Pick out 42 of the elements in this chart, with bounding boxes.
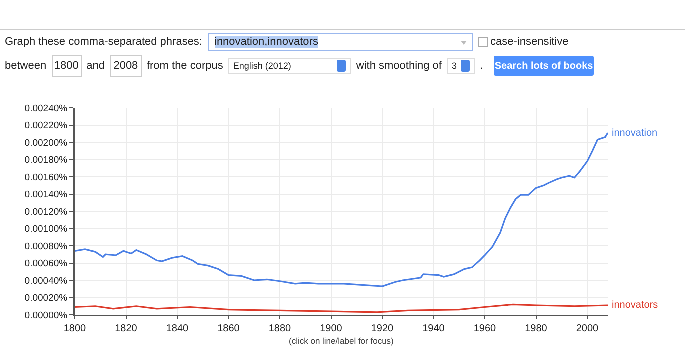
- y-tick-label: 0.00100%: [24, 224, 68, 236]
- y-tick-label: 0.00060%: [24, 258, 68, 270]
- x-tick-label: 1800: [64, 324, 87, 334]
- x-tick-label: 1900: [320, 324, 343, 334]
- text: .: [480, 60, 484, 72]
- text: and: [86, 60, 105, 72]
- select-box: 3: [446, 58, 475, 74]
- text: between: [5, 60, 47, 72]
- y-tick-label: 0.00240%: [24, 103, 68, 114]
- x-tick-label: 1940: [422, 324, 446, 334]
- x-tick-label: 1820: [115, 324, 138, 334]
- text: (click on line/label for focus): [289, 336, 394, 346]
- y-tick-label: 0.00160%: [24, 172, 68, 184]
- y-tick-label: 0.00080%: [24, 241, 68, 252]
- y-tick-label: 0.00180%: [24, 155, 68, 166]
- x-tick-label: 1860: [218, 324, 240, 334]
- line-series: [75, 304, 608, 314]
- select-box: English (2012): [228, 58, 352, 74]
- series-label: innovation: [612, 128, 658, 139]
- x-tick-label: 1840: [166, 324, 190, 334]
- search-button: Search lots of books: [494, 56, 594, 76]
- y-tick-label: 0.00020%: [24, 293, 68, 304]
- input-box: 2008: [110, 55, 142, 77]
- y-tick-label: 0.00000%: [24, 310, 68, 322]
- x-tick-label: 1960: [474, 324, 497, 334]
- text-field: innovation,innovators: [208, 33, 472, 51]
- text: Graph these comma-separated phrases:: [5, 36, 202, 48]
- x-tick-label: 1920: [371, 324, 394, 334]
- x-tick-label: 2000: [576, 324, 600, 334]
- y-tick-label: 0.00220%: [24, 120, 68, 132]
- y-tick-label: 0.00040%: [24, 276, 68, 287]
- text: from the corpus: [146, 60, 224, 72]
- series-label: innovators: [612, 300, 658, 311]
- x-tick-label: 1880: [268, 324, 292, 334]
- y-tick-label: 0.00140%: [24, 190, 68, 201]
- line-series: [75, 132, 608, 288]
- y-tick-label: 0.00120%: [24, 206, 68, 218]
- text: with smoothing of: [356, 60, 442, 72]
- text: case-insensitive: [490, 36, 569, 48]
- y-tick-label: 0.00200%: [24, 138, 68, 149]
- x-tick-label: 1980: [525, 324, 548, 334]
- input-box: 1800: [52, 55, 82, 77]
